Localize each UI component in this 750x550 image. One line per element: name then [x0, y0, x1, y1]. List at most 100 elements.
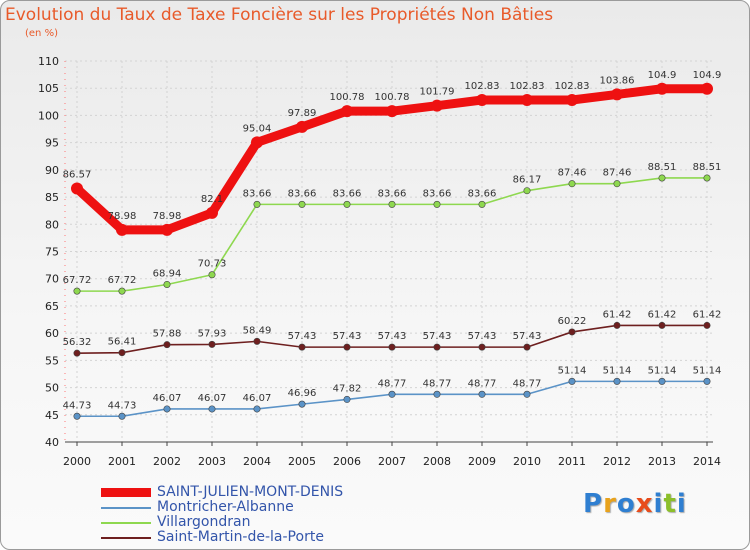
x-tick-label: 2013 — [648, 455, 676, 468]
data-point — [656, 82, 668, 95]
legend-label: SAINT-JULIEN-MONT-DENIS — [157, 484, 344, 500]
axes: 40 45 50 55 60 65 70 75 80 85 90 95 100 105 110 2000 200… — [38, 55, 721, 468]
data-label: 104.9 — [693, 70, 722, 81]
data-point — [701, 82, 713, 95]
data-label: 48.77 — [378, 378, 407, 389]
legend-item: Villargondran — [101, 514, 401, 530]
data-point — [568, 328, 576, 336]
data-label: 83.66 — [288, 188, 317, 199]
data-point — [253, 200, 261, 208]
data-point — [521, 94, 533, 107]
x-tick-label: 2000 — [63, 455, 91, 468]
legend-item: Montricher-Albanne — [101, 499, 401, 515]
data-point — [386, 105, 398, 118]
y-tick-label: 70 — [45, 273, 59, 286]
data-point — [206, 206, 218, 219]
data-point — [343, 200, 351, 208]
y-tick-label: 80 — [45, 218, 59, 231]
data-label: 68.94 — [153, 268, 182, 279]
y-tick-label: 110 — [38, 55, 59, 68]
data-point — [118, 412, 126, 420]
data-point — [388, 200, 396, 208]
legend-swatch — [101, 506, 151, 509]
y-tick-label: 85 — [45, 191, 59, 204]
data-label: 47.82 — [333, 383, 362, 394]
x-tick-label: 2004 — [243, 455, 271, 468]
data-label: 44.73 — [108, 400, 137, 411]
data-point — [478, 200, 486, 208]
data-label: 48.77 — [423, 378, 452, 389]
data-point — [611, 88, 623, 101]
y-tick-label: 65 — [45, 300, 59, 313]
logo-letter: x — [635, 489, 654, 519]
x-tick-label: 2006 — [333, 455, 361, 468]
x-tick-label: 2003 — [198, 455, 226, 468]
data-point — [478, 390, 486, 398]
data-point — [523, 390, 531, 398]
x-tick-label: 2014 — [693, 455, 721, 468]
legend-item: Saint-Martin-de-la-Porte — [101, 529, 401, 545]
x-tick-label: 2001 — [108, 455, 136, 468]
data-label: 57.43 — [378, 331, 407, 342]
legend: SAINT-JULIEN-MONT-DENIS Montricher-Albann… — [101, 484, 401, 545]
data-point — [298, 200, 306, 208]
data-label: 102.83 — [555, 81, 590, 92]
data-point — [343, 343, 351, 351]
data-point — [523, 343, 531, 351]
data-point — [163, 280, 171, 288]
data-point — [431, 99, 443, 112]
data-label: 82.1 — [201, 194, 223, 205]
data-label: 57.43 — [513, 331, 542, 342]
data-label: 83.66 — [243, 188, 272, 199]
data-point — [478, 343, 486, 351]
y-tick-label: 75 — [45, 246, 59, 259]
data-point — [568, 377, 576, 385]
data-point — [658, 377, 666, 385]
data-label: 100.78 — [375, 92, 410, 103]
data-label: 67.72 — [63, 275, 92, 286]
data-point — [163, 405, 171, 413]
data-label: 57.43 — [468, 331, 497, 342]
y-tick-label: 105 — [38, 82, 59, 95]
data-point — [298, 400, 306, 408]
data-label: 83.66 — [333, 188, 362, 199]
data-label: 103.86 — [600, 75, 635, 86]
data-point — [703, 321, 711, 329]
y-tick-label: 50 — [45, 382, 59, 395]
data-label: 101.79 — [420, 87, 455, 98]
data-label: 57.43 — [423, 331, 452, 342]
x-tick-label: 2012 — [603, 455, 631, 468]
proxiti-logo: Proxiti — [583, 489, 687, 519]
series-layer — [71, 82, 713, 420]
data-label: 61.42 — [648, 309, 677, 320]
data-point — [208, 405, 216, 413]
data-label: 51.14 — [558, 365, 587, 376]
data-point — [476, 94, 488, 107]
data-label: 58.49 — [243, 325, 272, 336]
data-label: 57.43 — [333, 331, 362, 342]
data-point — [73, 287, 81, 295]
data-label: 56.32 — [63, 337, 92, 348]
data-label: 83.66 — [423, 188, 452, 199]
data-point — [208, 271, 216, 279]
data-point — [613, 377, 621, 385]
x-tick-label: 2002 — [153, 455, 181, 468]
data-label: 83.66 — [468, 188, 497, 199]
data-label: 88.51 — [648, 162, 677, 173]
data-label: 104.9 — [648, 70, 677, 81]
y-tick-label: 100 — [38, 109, 59, 122]
data-label: 61.42 — [603, 309, 632, 320]
data-label: 46.07 — [198, 393, 227, 404]
data-label: 56.41 — [108, 337, 137, 348]
data-point — [71, 182, 83, 195]
data-label: 83.66 — [378, 188, 407, 199]
y-tick-label: 95 — [45, 137, 59, 150]
data-label: 61.42 — [693, 309, 722, 320]
data-point — [703, 377, 711, 385]
data-label: 95.04 — [243, 123, 272, 134]
data-point — [73, 349, 81, 357]
data-point — [118, 349, 126, 357]
data-point — [566, 94, 578, 107]
data-label: 86.57 — [63, 170, 92, 181]
